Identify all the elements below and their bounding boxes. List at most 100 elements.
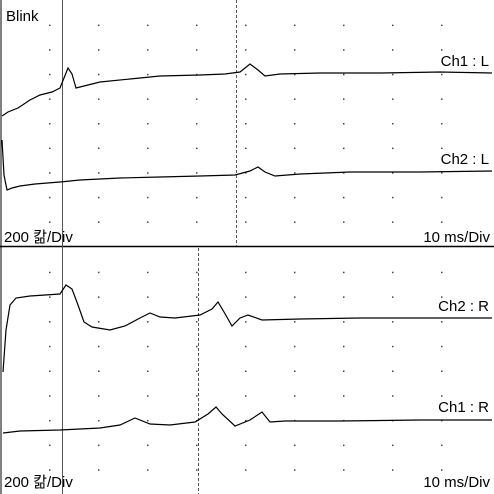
grid-dot — [392, 196, 394, 199]
grid-dot — [441, 321, 443, 323]
grid-dot — [343, 73, 345, 76]
grid-dot — [441, 49, 443, 51]
grid-dot — [147, 321, 149, 323]
grid-dot — [294, 147, 296, 150]
grid-dot — [343, 271, 345, 274]
grid-dot — [245, 271, 247, 274]
grid-dot — [98, 221, 100, 223]
grid-dot — [392, 98, 394, 100]
grid-dot — [98, 296, 100, 298]
grid-dot — [147, 98, 149, 100]
grid-dot — [196, 221, 198, 223]
grid-dot — [98, 419, 100, 422]
grid-dot — [98, 444, 100, 447]
grid-dot — [147, 296, 149, 298]
grid-dot — [294, 123, 296, 125]
grid-dot — [49, 419, 51, 422]
grid-dot — [294, 221, 296, 223]
grid-dot — [294, 345, 296, 348]
grid-dot — [294, 370, 296, 372]
grid-dot — [98, 196, 100, 199]
grid-dot — [98, 147, 100, 150]
grid-dot — [441, 469, 443, 471]
grid-dot — [343, 221, 345, 223]
waveform — [1, 63, 493, 117]
grid-dot — [147, 49, 149, 51]
amplitude-scale: 200 칾/Div — [4, 474, 73, 491]
grid-dot — [147, 196, 149, 199]
grid-dot — [49, 196, 51, 199]
grid-dot — [392, 24, 394, 27]
grid-dot — [196, 395, 198, 397]
grid-dot — [49, 24, 51, 27]
time-scale: 10 ms/Div — [423, 474, 490, 491]
grid-dot — [392, 296, 394, 298]
trace-label: Ch2 : L — [441, 151, 489, 168]
grid-dot — [343, 370, 345, 372]
grid-dot — [392, 271, 394, 274]
grid-dot — [147, 73, 149, 76]
grid-dot — [49, 73, 51, 76]
grid-dot — [441, 370, 443, 372]
grid-dot — [294, 321, 296, 323]
grid-dot — [392, 49, 394, 51]
grid-dot — [441, 172, 443, 174]
grid-dot — [441, 123, 443, 125]
grid-dot — [49, 444, 51, 447]
grid-dot — [245, 49, 247, 51]
grid-dot — [49, 221, 51, 223]
grid-dot — [441, 98, 443, 100]
grid-dot — [441, 296, 443, 298]
grid-dot — [245, 73, 247, 76]
grid-dot — [343, 24, 345, 27]
grid-dot — [98, 370, 100, 372]
grid-dot — [98, 49, 100, 51]
grid-dot — [343, 321, 345, 323]
grid-dot — [343, 147, 345, 150]
grid-dot — [98, 271, 100, 274]
grid-dot — [294, 444, 296, 447]
grid-dot — [441, 221, 443, 223]
grid-dot — [196, 98, 198, 100]
grid-dot — [49, 321, 51, 323]
grid-dot — [343, 123, 345, 125]
grid-dot — [245, 147, 247, 150]
grid-dot — [98, 73, 100, 76]
grid-dot — [147, 444, 149, 447]
grid-dot — [49, 98, 51, 100]
grid-dot — [98, 395, 100, 397]
grid-dot — [245, 24, 247, 27]
grid-dot — [392, 321, 394, 323]
waveform — [2, 284, 492, 373]
grid-dot — [343, 98, 345, 100]
grid-dot — [245, 469, 247, 471]
grid-dot — [196, 345, 198, 348]
amplitude-scale: 200 칾/Div — [4, 229, 73, 246]
grid-dot — [245, 123, 247, 125]
grid-dot — [343, 172, 345, 174]
grid-dot — [147, 172, 149, 174]
grid-dot — [98, 469, 100, 471]
grid-dot — [147, 147, 149, 150]
grid-dot — [441, 395, 443, 397]
trace-label: Ch1 : L — [441, 53, 489, 70]
grid-dot — [196, 444, 198, 447]
grid-dot — [98, 98, 100, 100]
grid-dot — [49, 271, 51, 274]
grid-dot — [245, 172, 247, 174]
grid-dot — [343, 49, 345, 51]
grid-dot — [294, 271, 296, 274]
grid-dot — [49, 345, 51, 348]
grid-dot — [245, 296, 247, 298]
grid-dot — [49, 469, 51, 471]
grid-dot — [245, 419, 247, 422]
grid-dot — [245, 395, 247, 397]
trace-label: Ch2 : R — [438, 298, 489, 315]
grid-dot — [147, 345, 149, 348]
grid-dot — [147, 123, 149, 125]
grid-dot — [147, 469, 149, 471]
grid-dot — [294, 98, 296, 100]
grid-dot — [196, 296, 198, 298]
